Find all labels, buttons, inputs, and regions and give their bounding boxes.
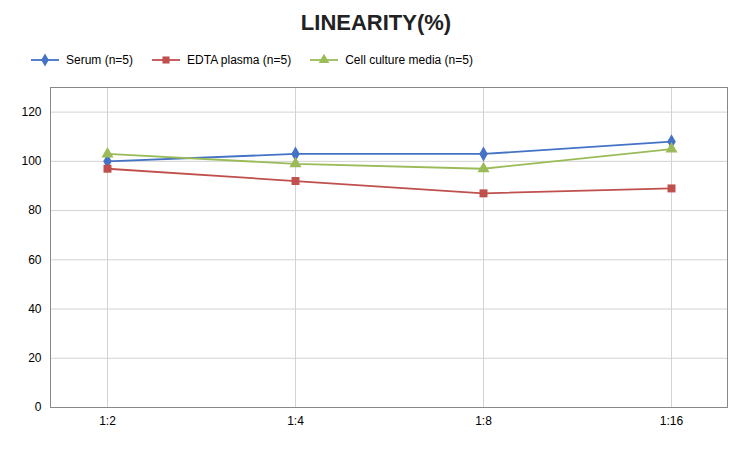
html-text:EDTA plasma (n=5): EDTA plasma (n=5) [187,53,292,67]
html-text:Serum (n=5): Serum (n=5) [66,53,133,67]
svg-text:1:8: 1:8 [475,414,492,428]
svg-text:20: 20 [28,351,42,365]
svg-text:0: 0 [35,400,42,414]
html-text:Cell culture media (n=5): Cell culture media (n=5) [345,53,473,67]
svg-text:1:4: 1:4 [287,414,304,428]
svg-text:80: 80 [28,203,42,217]
svg-text:40: 40 [28,302,42,316]
html-text:LINEARITY(%): LINEARITY(%) [300,10,452,35]
svg-text:1:16: 1:16 [660,414,684,428]
svg-text:60: 60 [28,253,42,267]
svg-text:120: 120 [21,105,41,119]
svg-text:1:2: 1:2 [99,414,116,428]
svg-text:100: 100 [21,154,41,168]
